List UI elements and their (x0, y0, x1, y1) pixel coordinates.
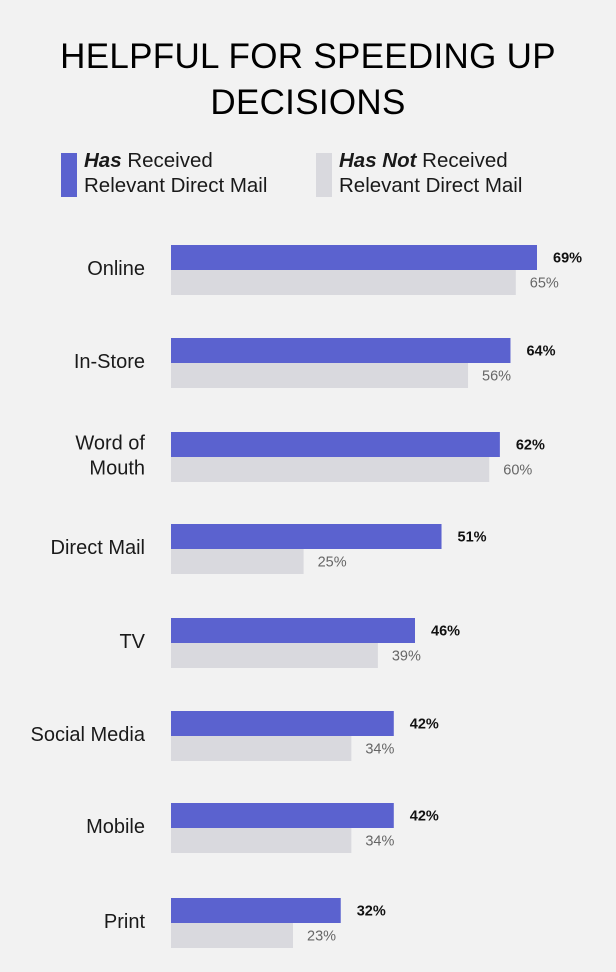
category-label-5: Social Media (30, 724, 145, 746)
bar-has-not-received-3 (171, 549, 304, 574)
bar-has-not-received-0 (171, 270, 516, 295)
value-label-has-received-0: 69% (553, 251, 582, 267)
category-label-6: Mobile (86, 816, 145, 838)
bar-has-not-received-5 (171, 736, 352, 761)
value-label-has-received-3: 51% (458, 530, 487, 546)
value-label-has-not-received-3: 25% (318, 555, 347, 571)
bar-has-received-6 (171, 803, 394, 828)
legend-label-has-not-received: Has Not Received Relevant Direct Mail (339, 148, 522, 198)
bar-has-not-received-6 (171, 828, 352, 853)
bar-has-received-2 (171, 432, 500, 457)
value-label-has-not-received-4: 39% (392, 649, 421, 665)
value-label-has-received-1: 64% (526, 344, 555, 360)
legend-line2-has: Relevant Direct Mail (84, 174, 268, 197)
chart-title-line-1: HELPFUL FOR SPEEDING UP (60, 37, 556, 76)
value-label-has-received-4: 46% (431, 624, 460, 640)
bar-has-not-received-4 (171, 643, 378, 668)
bar-has-received-5 (171, 711, 394, 736)
value-label-has-not-received-1: 56% (482, 369, 511, 385)
category-label-7: Print (104, 911, 146, 933)
value-label-has-not-received-7: 23% (307, 929, 336, 945)
category-label-4: TV (119, 631, 145, 653)
value-label-has-received-7: 32% (357, 904, 386, 920)
legend-line2-has-not: Relevant Direct Mail (339, 174, 523, 197)
bar-has-not-received-1 (171, 363, 469, 388)
legend-swatch-has-not-received (316, 153, 332, 197)
category-label-3: Direct Mail (51, 537, 145, 559)
legend-bold-has: Has (84, 149, 122, 172)
category-label-0: Online (87, 258, 145, 280)
value-label-has-received-5: 42% (410, 717, 439, 733)
value-label-has-received-2: 62% (516, 438, 545, 454)
value-label-has-not-received-5: 34% (365, 742, 394, 758)
category-label-1: In-Store (74, 351, 145, 373)
bar-has-not-received-2 (171, 457, 490, 482)
value-label-has-not-received-0: 65% (530, 276, 559, 292)
bar-has-not-received-7 (171, 923, 293, 948)
category-label-2-line-0: Word of (75, 433, 145, 455)
legend-label-has-received: Has Received Relevant Direct Mail (84, 148, 267, 198)
bar-has-received-7 (171, 898, 341, 923)
bar-has-received-4 (171, 618, 415, 643)
legend-swatch-has-received (61, 153, 77, 197)
category-label-2-line-1: Mouth (89, 458, 145, 480)
value-label-has-not-received-6: 34% (365, 834, 394, 850)
bar-has-received-3 (171, 524, 442, 549)
chart-title: HELPFUL FOR SPEEDING UP DECISIONS (0, 34, 616, 126)
value-label-has-received-6: 42% (410, 809, 439, 825)
legend-rest-has: Received (127, 149, 213, 172)
bar-has-received-0 (171, 245, 537, 270)
legend-rest-has-not: Received (422, 149, 508, 172)
value-label-has-not-received-2: 60% (503, 463, 532, 479)
legend-bold-has-not: Has Not (339, 149, 417, 172)
chart-title-line-2: DECISIONS (210, 83, 406, 122)
bar-has-received-1 (171, 338, 511, 363)
